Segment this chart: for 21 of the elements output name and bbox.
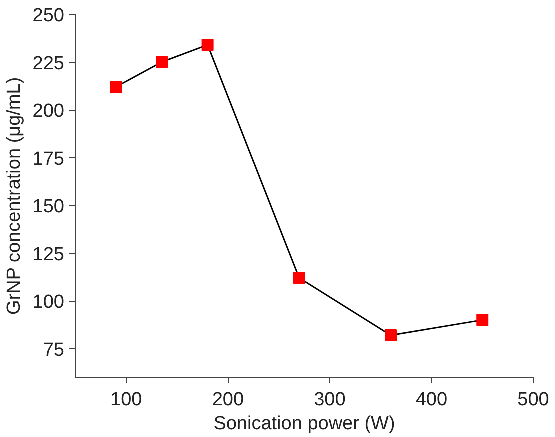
x-tick-label: 400	[416, 390, 448, 410]
x-tick-label: 100	[110, 390, 142, 410]
point	[385, 329, 398, 342]
x-tick-label: 200	[212, 390, 244, 410]
y-axis-title: GrNP concentration (μg/mL)	[4, 77, 25, 315]
x-tick-label: 500	[518, 390, 550, 410]
point	[156, 56, 168, 68]
y-tick-label: 125	[32, 244, 64, 266]
y-tick-label: 250	[32, 6, 64, 26]
y-tick-label: 100	[32, 292, 64, 314]
y-tick-label: 75	[43, 340, 65, 361]
point	[202, 39, 214, 52]
y-tick-label: 175	[32, 148, 64, 170]
y-tick-label: 225	[32, 53, 64, 74]
x-tick-label: 300	[314, 390, 346, 410]
x-axis-title: Sonication power (W)	[214, 414, 396, 434]
y-tick-label: 200	[32, 101, 64, 122]
y-tick-label: 150	[32, 196, 64, 218]
point	[110, 81, 122, 94]
point	[476, 314, 489, 326]
point	[293, 272, 306, 284]
